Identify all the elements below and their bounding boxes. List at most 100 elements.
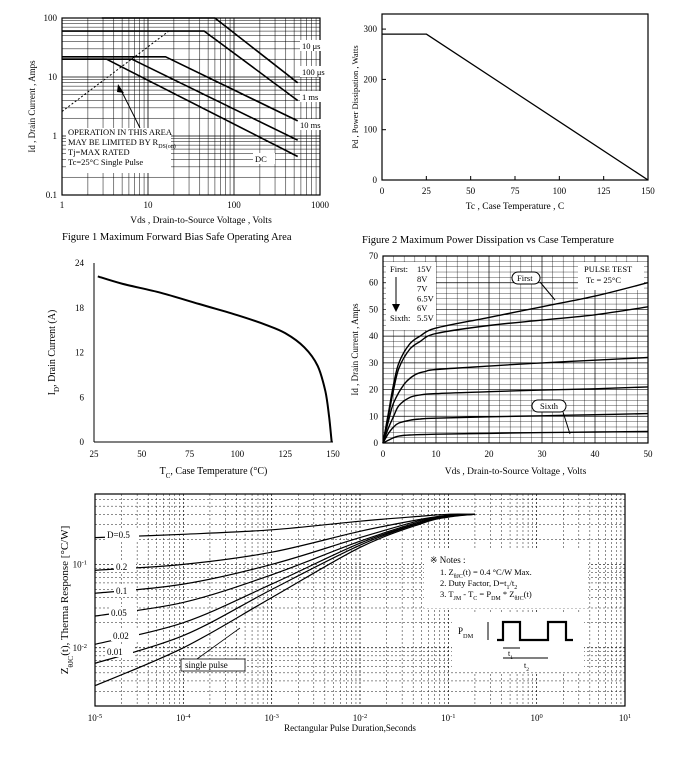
- soa-y-tick: 10: [48, 72, 58, 82]
- output-callout-sixth-line: [562, 411, 571, 435]
- power-x-tick: 125: [597, 186, 611, 196]
- thermal-notes-title: ※ Notes :: [430, 555, 466, 565]
- thermal-curve-1: [94, 513, 475, 571]
- output-legend-entry: 7V: [417, 284, 428, 294]
- soa-x-tick: 10: [144, 200, 154, 210]
- thermal-curve-3: [94, 513, 475, 617]
- thermal-t1-label: t1: [508, 649, 513, 661]
- output-x-tick: 30: [538, 449, 548, 459]
- output-y-tick: 60: [369, 278, 379, 288]
- thermal-note-2: 2. Duty Factor, D=t1/t2: [440, 578, 517, 591]
- power-y-tick: 0: [373, 175, 378, 185]
- output-y-tick: 40: [369, 331, 379, 341]
- output-frame: [382, 255, 649, 444]
- output-x-tick: 0: [381, 449, 386, 459]
- soa-y-tick: 100: [44, 13, 58, 23]
- soa-label-bg: [300, 91, 326, 102]
- output-y-tick: 30: [369, 358, 379, 368]
- derate-y-tick: 12: [75, 348, 84, 358]
- power-x-tick: 100: [553, 186, 567, 196]
- derate-x-tick: 75: [185, 449, 195, 459]
- soa-y-tick: 0.1: [46, 190, 57, 200]
- output-test-label: PULSE TEST: [584, 264, 633, 274]
- thermal-x-tick: 10-3: [264, 713, 278, 724]
- output-curve-15V: [382, 282, 649, 444]
- thermal-chart: 10-5 10-4 10-3 10-2 10-1 100 10110-110-2Rectan…: [59, 493, 631, 733]
- soa-line-label: 100 μs: [302, 67, 325, 77]
- derate-y-tick: 18: [75, 303, 85, 313]
- thermal-curve-label: 0.2: [116, 562, 127, 572]
- derate-y-tick: 6: [80, 392, 85, 402]
- soa-line-label: 10 ms: [300, 120, 321, 130]
- output-ylabel: Id , Drain Current , Amps: [350, 303, 360, 396]
- soa-line-1ms: [62, 56, 299, 122]
- thermal-pulse-wave: [497, 620, 573, 642]
- output-legend-bg: [386, 262, 436, 330]
- output-tc-label: Tc = 25°C: [586, 275, 621, 285]
- thermal-note-3: 3. TJM - TC = PDM * ZθJC(t): [440, 589, 532, 602]
- thermal-x-tick: 101: [619, 713, 631, 724]
- output-callout-first-box: [511, 271, 541, 285]
- soa-ylabel: Id , Drain Current , Amps: [27, 60, 37, 153]
- soa-line-label: DC: [255, 154, 267, 164]
- output-callout-sixth: Sixth: [540, 401, 559, 411]
- thermal-x-tick: 10-2: [353, 713, 367, 724]
- thermal-curve-label: 0.02: [113, 631, 129, 641]
- derate-ylabel: ID, Drain Current (A): [47, 310, 61, 396]
- output-y-tick: 20: [369, 385, 379, 395]
- power-line: [382, 33, 649, 181]
- output-legend-entry: 15V: [417, 264, 433, 274]
- soa-annotation-box: [66, 128, 171, 173]
- derate-x-tick: 100: [231, 449, 245, 459]
- soa-label-bg: [253, 153, 275, 164]
- soa-annotation-line: Tc=25°C Single Pulse: [68, 157, 143, 167]
- power-y-tick: 300: [364, 24, 378, 34]
- soa-line-100s: [62, 30, 299, 102]
- output-x-tick: 20: [485, 449, 495, 459]
- soa-line-10s: [101, 17, 299, 84]
- soa-annotation-line: Tj=MAX RATED: [68, 147, 130, 157]
- thermal-y-tick: 10-1: [73, 559, 87, 570]
- soa-x-tick: 100: [227, 200, 241, 210]
- output-x-tick: 50: [644, 449, 654, 459]
- thermal-curve-0: [94, 513, 475, 539]
- output-curve-6V: [382, 412, 649, 444]
- derate-chart: 25 50 75 100 125 150 0 6 12 18 24 TC, Case Temperat…: [47, 258, 340, 480]
- thermal-single-line: [196, 627, 241, 660]
- thermal-label-bg: [109, 607, 137, 618]
- thermal-x-tick: 100: [531, 713, 543, 724]
- output-y-tick: 0: [374, 438, 379, 448]
- power-ylabel: Pd , Power Dissipation , Watts: [350, 45, 360, 148]
- power-x-tick: 150: [641, 186, 655, 196]
- thermal-xlabel: Rectangular Pulse Duration,Seconds: [284, 723, 416, 733]
- output-legend-entry: 8V: [417, 274, 428, 284]
- thermal-curve-label: 0.1: [116, 586, 127, 596]
- soa-label-bg: [298, 119, 324, 130]
- output-curve-5p5V: [382, 430, 649, 444]
- thermal-frame: [94, 493, 626, 707]
- thermal-x-tick: 10-4: [176, 713, 191, 724]
- output-x-tick: 40: [591, 449, 601, 459]
- power-chart: 0 25 50 75 100 125 150 0 100 200 300 Tc , Case Temp…: [350, 13, 655, 212]
- thermal-curve-label: 0.01: [107, 647, 123, 657]
- output-test-bg: [578, 262, 644, 290]
- output-curve-8V: [382, 306, 649, 444]
- figure1-caption: Figure 1 Maximum Forward Bias Safe Opera…: [62, 232, 292, 243]
- soa-x-tick: 1000: [311, 200, 330, 210]
- power-frame: [381, 13, 649, 181]
- output-callout-first: First: [517, 273, 533, 283]
- soa-line-DC: [62, 58, 299, 158]
- derate-x-tick: 50: [137, 449, 147, 459]
- soa-label-bg: [300, 40, 326, 51]
- output-legend-arrowhead: [392, 304, 400, 312]
- power-x-tick: 50: [466, 186, 476, 196]
- soa-arrow-head: [117, 84, 124, 93]
- soa-annotation-line: OPERATION IN THIS AREA: [68, 127, 173, 137]
- output-chart: 0 10 20 30 40 50 0 10 20 30 40 50 60 70 Vds , Drain-to…: [350, 251, 653, 477]
- power-y-tick: 200: [364, 74, 378, 84]
- thermal-curve-5: [94, 513, 475, 664]
- thermal-y-tick: 10-2: [73, 642, 87, 653]
- output-curve-7V: [382, 356, 649, 444]
